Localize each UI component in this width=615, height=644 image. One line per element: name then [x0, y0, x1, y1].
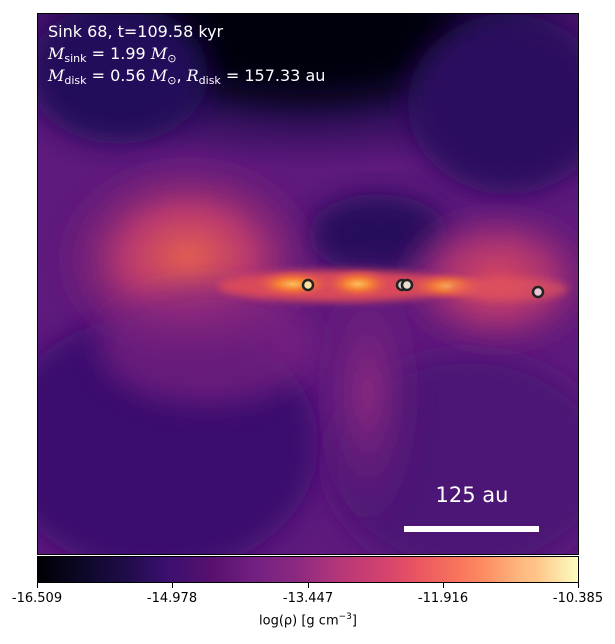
colorbar-label-prefix: log(ρ) [g cm [259, 613, 339, 629]
colorbar-tick [443, 583, 444, 588]
colorbar-tick-label: -14.978 [146, 591, 198, 606]
colorbar-tick-label: -11.916 [417, 591, 469, 606]
solar-symbol: ⊙ [167, 52, 177, 65]
scale-bar-label: 125 au [435, 483, 509, 507]
disk-mass-subscript: disk [64, 74, 87, 87]
density-map-image [38, 14, 578, 554]
colorbar-tick [172, 583, 173, 588]
colorbar-label: log(ρ) [g cm−3] [37, 612, 579, 628]
sink-mass-label: Msink = 1.99 M⊙ [48, 44, 177, 65]
disk-radius-subscript: disk [198, 74, 221, 87]
sink-mass-subscript: sink [64, 52, 87, 65]
colorbar-tick [37, 583, 38, 588]
colorbar-tick-label: -13.447 [282, 591, 334, 606]
colorbar-tick [308, 583, 309, 588]
solar-symbol: ⊙ [167, 74, 177, 87]
sink-mass-value: = 1.99 [86, 44, 151, 63]
colorbar-tick [578, 583, 579, 588]
colorbar-tick-label: -10.385 [552, 591, 604, 606]
sink-marker [531, 285, 545, 299]
disk-radius-value: = 157.33 au [220, 66, 326, 85]
sink-marker [301, 278, 315, 292]
colorbar-label-exponent: −3 [338, 612, 352, 622]
colorbar [37, 556, 579, 583]
colorbar-label-suffix: ] [351, 613, 357, 629]
sink-time-label: Sink 68, t=109.58 kyr [48, 22, 224, 41]
disk-properties-label: Mdisk = 0.56 M⊙, Rdisk = 157.33 au [48, 66, 326, 87]
sink-marker [400, 278, 414, 292]
scale-bar [404, 526, 539, 532]
disk-mass-value: = 0.56 [86, 66, 151, 85]
colorbar-tick-label: -16.509 [11, 591, 63, 606]
density-map: Sink 68, t=109.58 kyr Msink = 1.99 M⊙ Md… [37, 13, 579, 555]
